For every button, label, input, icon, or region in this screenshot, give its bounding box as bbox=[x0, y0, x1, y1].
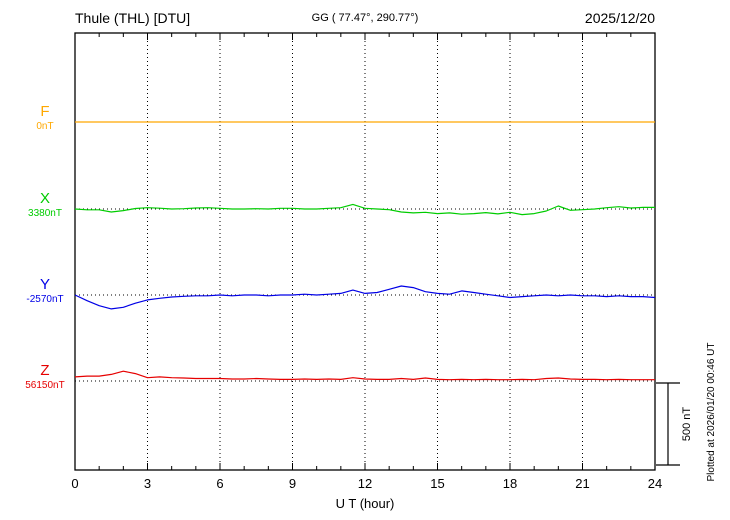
svg-text:12: 12 bbox=[358, 476, 372, 491]
svg-text:18: 18 bbox=[503, 476, 517, 491]
svg-text:Plotted at 2026/01/20 00:46 UT: Plotted at 2026/01/20 00:46 UT bbox=[706, 343, 717, 482]
svg-text:9: 9 bbox=[289, 476, 296, 491]
component-baseline-x: 3380nT bbox=[28, 207, 62, 219]
svg-text:0: 0 bbox=[71, 476, 78, 491]
svg-text:3: 3 bbox=[144, 476, 151, 491]
svg-text:6: 6 bbox=[216, 476, 223, 491]
component-baseline-y: -2570nT bbox=[26, 293, 64, 305]
component-label-f: F 0nT bbox=[18, 103, 72, 132]
component-letter-f: F bbox=[40, 103, 50, 120]
station-title: Thule (THL) [DTU] bbox=[75, 10, 191, 26]
component-letter-z: Z bbox=[40, 362, 50, 379]
svg-text:21: 21 bbox=[575, 476, 589, 491]
svg-text:15: 15 bbox=[430, 476, 444, 491]
component-baseline-z: 56150nT bbox=[25, 379, 65, 391]
component-label-x: X 3380nT bbox=[18, 190, 72, 219]
svg-text:500 nT: 500 nT bbox=[681, 407, 693, 442]
component-label-y: Y -2570nT bbox=[18, 276, 72, 305]
component-label-z: Z 56150nT bbox=[18, 362, 72, 391]
component-baseline-f: 0nT bbox=[36, 120, 54, 132]
x-axis-label: U T (hour) bbox=[335, 496, 395, 511]
component-letter-y: Y bbox=[39, 276, 50, 293]
component-letter-x: X bbox=[39, 190, 50, 207]
geographic-coordinates: GG ( 77.47°, 290.77°) bbox=[311, 12, 419, 24]
svg-text:24: 24 bbox=[648, 476, 662, 491]
plot-date: 2025/12/20 bbox=[584, 10, 655, 26]
